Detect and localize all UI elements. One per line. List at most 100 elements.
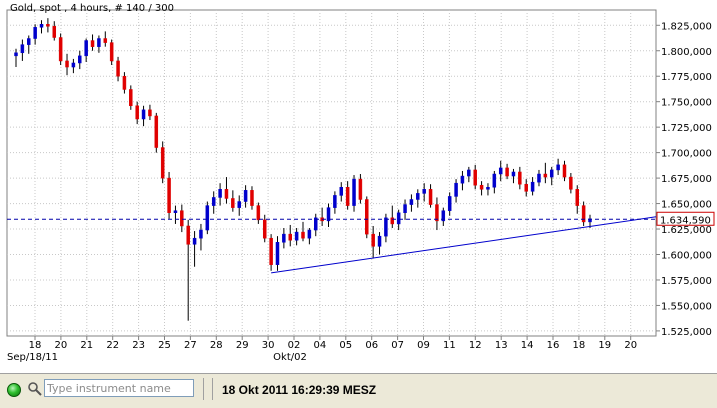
x-tick-label: 05 [339, 340, 352, 351]
x-tick-label: 02 [288, 340, 301, 351]
x-tick-label: 14 [521, 340, 534, 351]
candle-up [556, 164, 560, 171]
candle-down [180, 210, 184, 227]
candle-down [167, 177, 171, 213]
candle-up [422, 189, 426, 194]
x-tick-label: 13 [495, 340, 508, 351]
x-tick-label: 18 [573, 340, 586, 351]
candle-down [288, 233, 292, 241]
candle-up [97, 38, 101, 47]
candle-down [543, 173, 548, 178]
candle-up [71, 62, 76, 68]
candle-up [294, 231, 299, 241]
candle-up [78, 55, 82, 64]
y-tick-label: 1.800,000 [661, 47, 712, 58]
y-tick-label: 1.550,000 [661, 301, 712, 312]
candle-down [435, 204, 439, 222]
candle-up [314, 217, 318, 231]
candle-down [58, 37, 63, 62]
instrument-search-input[interactable] [44, 379, 194, 397]
candle-down [116, 60, 120, 77]
candle-up [352, 178, 356, 206]
candle-up [199, 229, 203, 239]
price-chart[interactable]: 1.825,000 1.800,000 1.775,000 1.750,000 1.72… [0, 0, 717, 373]
y-tick-label: 1.525,000 [661, 327, 712, 338]
candle-up [530, 181, 535, 192]
y-tick-label: 1.775,000 [661, 72, 712, 83]
candle-up [377, 235, 382, 247]
status-bar: 18 Okt 2011 16:29:39 MESZ [0, 373, 717, 408]
candle-down [524, 183, 528, 192]
candle-down [262, 219, 267, 239]
x-tick-label: 09 [417, 340, 430, 351]
candle-up [205, 205, 210, 231]
candle-down [122, 75, 127, 90]
candle-up [492, 173, 497, 188]
candle-down [569, 176, 573, 190]
status-timestamp: 18 Okt 2011 16:29:39 MESZ [222, 383, 377, 397]
candle-up [333, 195, 337, 208]
candle-up [486, 187, 490, 190]
candle-up [537, 173, 541, 183]
x-tick-label: 04 [314, 340, 327, 351]
candle-up [549, 169, 554, 178]
connection-status-icon[interactable] [7, 383, 21, 397]
x-tick-label: 23 [132, 340, 145, 351]
candle-down [135, 105, 139, 120]
candle-down [256, 205, 261, 221]
candle-down [224, 189, 229, 199]
y-tick-label: 1.625,000 [661, 225, 712, 236]
y-tick-label: 1.675,000 [661, 174, 712, 185]
candle-up [141, 109, 146, 120]
y-tick-label: 1.700,000 [661, 149, 712, 160]
candle-down [250, 190, 254, 206]
candle-up [192, 237, 197, 245]
candle-down [518, 171, 522, 185]
x-tick-label: 21 [80, 340, 93, 351]
candle-up [339, 187, 344, 196]
y-tick-label: 1.600,000 [661, 251, 712, 262]
x-tick-label: 28 [210, 340, 223, 351]
x-tick-label: 25 [158, 340, 171, 351]
trendline[interactable] [271, 216, 657, 274]
candle-up [416, 193, 420, 200]
x-tick-label: 30 [262, 340, 275, 351]
candle-down [428, 189, 433, 205]
candle-down [562, 164, 567, 178]
candle-down [365, 199, 369, 235]
candle-down [52, 26, 57, 38]
current-price-box [656, 211, 715, 226]
candle-down [148, 109, 152, 117]
candle-up [84, 40, 88, 57]
chart-canvas[interactable]: 1.825,000 1.800,000 1.775,000 1.750,000 1.72… [0, 0, 717, 373]
candle-up [14, 52, 18, 57]
candle-down [505, 167, 509, 177]
candle-down [473, 169, 477, 186]
candle-up [275, 242, 280, 265]
candle-up [396, 212, 401, 225]
candle-down [269, 237, 273, 265]
candle-down [479, 184, 484, 190]
candle-down [129, 89, 133, 107]
candle-down [581, 205, 586, 223]
candle-down [65, 60, 69, 68]
x-tick-label: 06 [365, 340, 378, 351]
candle-down [358, 178, 363, 200]
candle-up [307, 229, 312, 239]
x-sub-label: Okt/02 [273, 352, 307, 363]
candle-down [231, 198, 235, 208]
candle-up [326, 207, 331, 222]
candle-down [154, 115, 159, 148]
current-price-label: 1.634,590 [660, 215, 711, 226]
candle-down [103, 38, 108, 43]
candle-down [186, 225, 190, 245]
candle-up [511, 171, 516, 177]
candle-up [33, 27, 37, 39]
candle-up [218, 189, 222, 198]
plot-area[interactable] [6, 9, 657, 337]
x-tick-label: 12 [469, 340, 482, 351]
candle-down [90, 40, 95, 47]
x-tick-label: 22 [106, 340, 119, 351]
candle-up [211, 197, 216, 206]
x-tick-label: 29 [236, 340, 249, 351]
